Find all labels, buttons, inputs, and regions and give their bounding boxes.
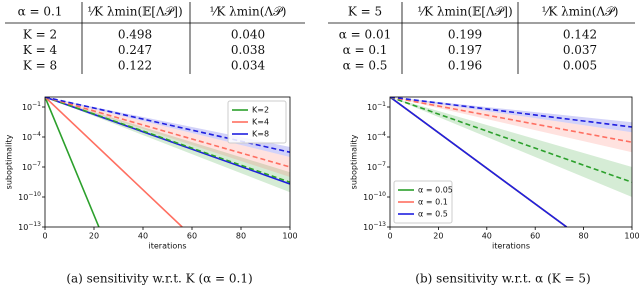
y-tick-label: 10−1 — [22, 101, 41, 112]
table-cell: 0.038 — [231, 43, 265, 57]
table-cell: 0.196 — [448, 59, 482, 73]
x-axis-label: iterations — [149, 242, 187, 251]
caption: (a) sensitivity w.r.t. K (α = 0.1) — [66, 272, 252, 286]
x-tick-label: 20 — [89, 232, 99, 241]
table-header: ¹⁄K λmin(𝔼[Λ𝒫]) — [87, 5, 182, 19]
legend-label: α = 0.05 — [418, 186, 453, 195]
y-tick-exponent: −13 — [373, 221, 386, 228]
table-cell: 0.034 — [231, 59, 266, 73]
y-tick-label: 10−13 — [363, 221, 386, 232]
y-tick-exponent: −13 — [28, 221, 41, 228]
y-tick-label: 10−4 — [22, 131, 41, 142]
y-tick-base: 10 — [22, 103, 32, 112]
y-tick-exponent: −7 — [32, 161, 41, 168]
table-cell: K = 2 — [23, 28, 57, 42]
legend-label: K=4 — [252, 118, 269, 127]
y-tick-base: 10 — [367, 103, 377, 112]
confidence-band — [45, 97, 290, 177]
series-line — [390, 97, 568, 227]
y-tick-base: 10 — [367, 163, 377, 172]
confidence-band — [390, 97, 632, 133]
x-tick-label: 0 — [387, 232, 392, 241]
table-header: ¹⁄K λmin(𝔼[Λ𝒫]) — [417, 5, 512, 19]
series-line — [45, 97, 183, 227]
x-tick-label: 40 — [138, 232, 148, 241]
y-tick-label: 10−13 — [18, 221, 41, 232]
x-tick-label: 100 — [282, 232, 297, 241]
y-axis-label: suboptimality — [350, 134, 359, 189]
table-header: α = 0.1 — [18, 5, 63, 19]
x-tick-label: 40 — [482, 232, 492, 241]
table-cell: 0.037 — [563, 43, 597, 57]
confidence-band — [45, 97, 290, 193]
y-tick-base: 10 — [18, 193, 28, 202]
y-tick-base: 10 — [363, 223, 373, 232]
y-tick-exponent: −4 — [377, 131, 386, 138]
x-tick-label: 60 — [187, 232, 197, 241]
legend-label: α = 0.1 — [418, 198, 448, 207]
caption: (b) sensitivity w.r.t. α (K = 5) — [415, 272, 590, 286]
y-tick-label: 10−7 — [367, 161, 386, 172]
y-tick-exponent: −10 — [373, 191, 386, 198]
table-cell: 0.122 — [118, 59, 152, 73]
x-axis-label: iterations — [492, 242, 530, 251]
x-tick-label: 80 — [236, 232, 246, 241]
mean-line — [45, 97, 290, 168]
mean-line — [390, 97, 632, 128]
table-cell: α = 0.1 — [343, 43, 388, 57]
table-header: ¹⁄K λmin(Λ𝒫) — [542, 5, 619, 19]
x-tick-label: 60 — [530, 232, 540, 241]
x-tick-label: 80 — [579, 232, 589, 241]
plot-frame — [44, 96, 291, 228]
legend-label: α = 0.5 — [418, 210, 448, 219]
x-tick-label: 20 — [433, 232, 443, 241]
y-tick-base: 10 — [363, 193, 373, 202]
y-tick-exponent: −1 — [377, 101, 386, 108]
mean-line — [390, 97, 632, 144]
table-cell: 0.040 — [231, 28, 265, 42]
table-cell: 0.498 — [118, 28, 152, 42]
mean-line — [45, 97, 290, 183]
legend-box — [227, 100, 287, 144]
series-line — [45, 97, 100, 227]
table-cell: 0.247 — [118, 43, 152, 57]
y-tick-label: 10−10 — [18, 191, 41, 202]
legend-box — [393, 180, 453, 224]
x-tick-label: 100 — [624, 232, 639, 241]
legend-label: K=2 — [252, 106, 269, 115]
table-cell: K = 4 — [23, 43, 58, 57]
y-tick-exponent: −7 — [377, 161, 386, 168]
table-header: ¹⁄K λmin(Λ𝒫) — [210, 5, 287, 19]
y-tick-base: 10 — [367, 133, 377, 142]
y-tick-label: 10−7 — [22, 161, 41, 172]
table-cell: 0.197 — [448, 43, 482, 57]
confidence-band — [390, 97, 632, 197]
plot-frame — [389, 96, 633, 228]
table-cell: 0.142 — [563, 28, 597, 42]
y-tick-base: 10 — [22, 163, 32, 172]
mean-line — [390, 97, 632, 183]
table-cell: 0.199 — [448, 28, 482, 42]
y-tick-base: 10 — [18, 223, 28, 232]
confidence-band — [390, 97, 632, 153]
y-tick-label: 10−10 — [363, 191, 386, 202]
table-cell: α = 0.5 — [343, 59, 388, 73]
y-tick-exponent: −10 — [28, 191, 41, 198]
y-axis-label: suboptimality — [5, 134, 14, 189]
table-cell: K = 8 — [23, 59, 57, 73]
y-tick-label: 10−1 — [367, 101, 386, 112]
y-tick-exponent: −4 — [32, 131, 41, 138]
table-header: K = 5 — [348, 5, 382, 19]
x-tick-label: 0 — [42, 232, 47, 241]
y-tick-base: 10 — [22, 133, 32, 142]
y-tick-label: 10−4 — [367, 131, 386, 142]
table-cell: α = 0.01 — [339, 28, 392, 42]
y-tick-exponent: −1 — [32, 101, 41, 108]
table-cell: 0.005 — [563, 59, 597, 73]
legend-label: K=8 — [252, 130, 269, 139]
